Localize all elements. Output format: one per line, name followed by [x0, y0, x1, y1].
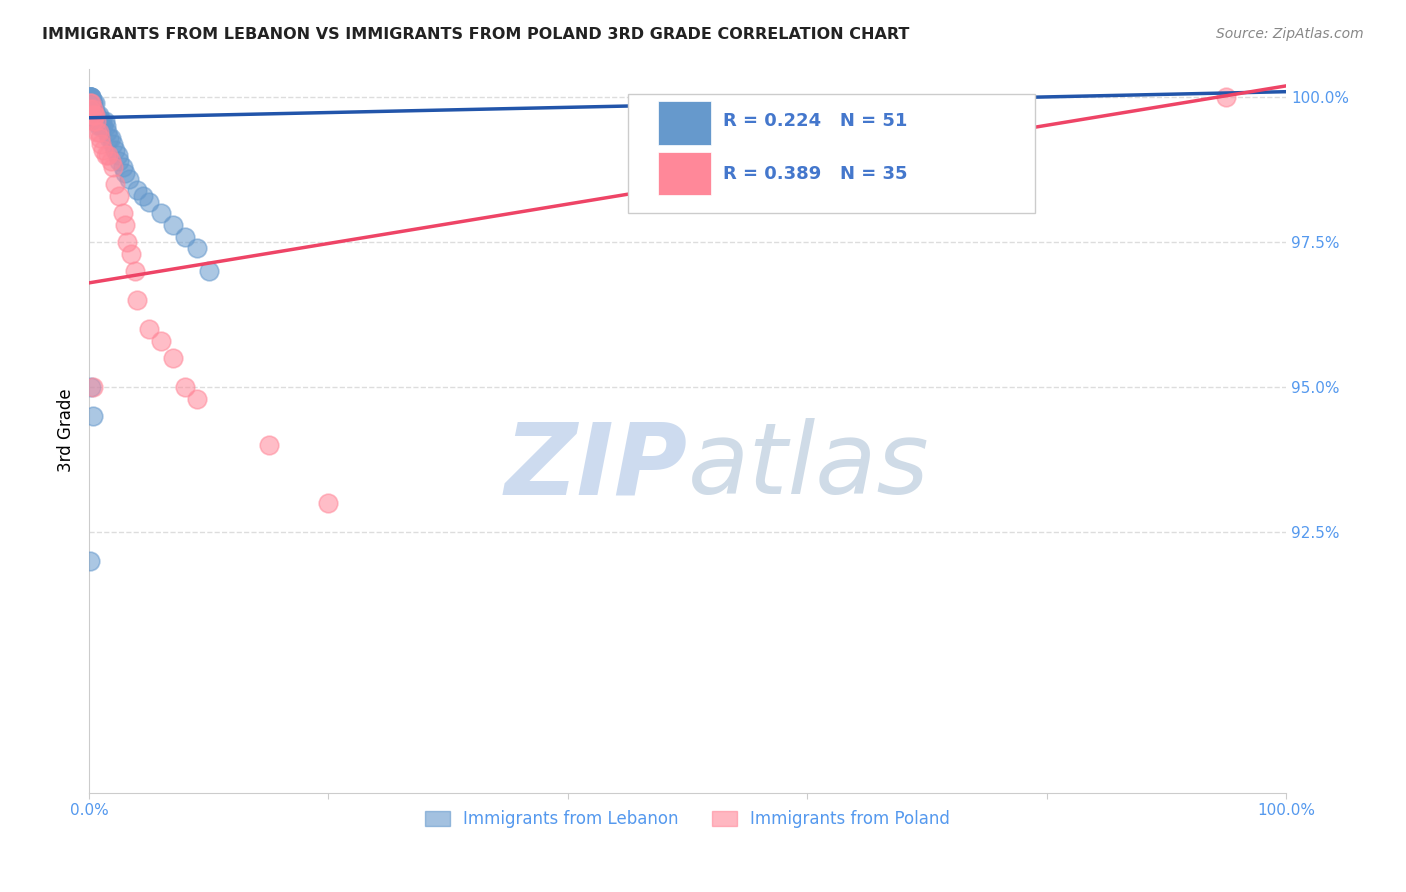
Immigrants from Poland [125, 293, 148, 308]
Immigrants from Poland [120, 247, 142, 261]
Immigrants from Poland [80, 108, 103, 122]
Immigrants from Poland [79, 96, 101, 111]
Text: R = 0.224   N = 51: R = 0.224 N = 51 [724, 112, 908, 129]
Immigrants from Lebanon [84, 108, 107, 122]
Immigrants from Lebanon [79, 90, 101, 104]
Immigrants from Poland [104, 178, 127, 192]
Immigrants from Lebanon [87, 108, 110, 122]
Immigrants from Poland [117, 235, 139, 250]
Immigrants from Poland [162, 351, 184, 366]
Text: R = 0.389   N = 35: R = 0.389 N = 35 [724, 164, 908, 183]
FancyBboxPatch shape [627, 94, 1035, 213]
Immigrants from Poland [173, 380, 195, 394]
Immigrants from Poland [79, 102, 101, 116]
Text: IMMIGRANTS FROM LEBANON VS IMMIGRANTS FROM POLAND 3RD GRADE CORRELATION CHART: IMMIGRANTS FROM LEBANON VS IMMIGRANTS FR… [42, 27, 910, 42]
Immigrants from Poland [111, 206, 134, 220]
Immigrants from Lebanon [173, 229, 195, 244]
Immigrants from Lebanon [86, 108, 108, 122]
Immigrants from Poland [90, 136, 112, 151]
Immigrants from Poland [84, 108, 107, 122]
Immigrants from Lebanon [79, 90, 101, 104]
Immigrants from Poland [82, 113, 104, 128]
Immigrants from Lebanon [84, 113, 107, 128]
Immigrants from Lebanon [79, 554, 101, 568]
Immigrants from Poland [114, 218, 136, 232]
Immigrants from Lebanon [82, 102, 104, 116]
Immigrants from Lebanon [83, 102, 105, 116]
Immigrants from Lebanon [91, 113, 114, 128]
Immigrants from Lebanon [80, 90, 103, 104]
Immigrants from Lebanon [111, 160, 134, 174]
Immigrants from Lebanon [82, 108, 104, 122]
Immigrants from Poland [87, 125, 110, 139]
Immigrants from Poland [93, 143, 115, 157]
Immigrants from Lebanon [79, 90, 101, 104]
Text: Source: ZipAtlas.com: Source: ZipAtlas.com [1216, 27, 1364, 41]
Immigrants from Lebanon [107, 148, 129, 162]
FancyBboxPatch shape [658, 152, 711, 195]
Immigrants from Poland [82, 380, 104, 394]
Immigrants from Poland [100, 154, 122, 169]
Immigrants from Poland [82, 102, 104, 116]
Immigrants from Poland [138, 322, 160, 336]
Immigrants from Lebanon [84, 108, 107, 122]
Immigrants from Poland [86, 125, 108, 139]
Immigrants from Lebanon [162, 218, 184, 232]
Immigrants from Lebanon [93, 113, 115, 128]
Immigrants from Lebanon [94, 120, 117, 134]
Immigrants from Lebanon [90, 120, 112, 134]
Immigrants from Lebanon [84, 113, 107, 128]
Immigrants from Lebanon [82, 409, 104, 423]
Immigrants from Lebanon [82, 96, 104, 111]
FancyBboxPatch shape [658, 101, 711, 145]
Immigrants from Lebanon [82, 96, 104, 111]
Immigrants from Lebanon [80, 96, 103, 111]
Immigrants from Lebanon [79, 90, 101, 104]
Immigrants from Poland [186, 392, 208, 406]
Immigrants from Lebanon [87, 120, 110, 134]
Immigrants from Poland [108, 189, 131, 203]
Immigrants from Lebanon [125, 183, 148, 197]
Immigrants from Lebanon [104, 143, 127, 157]
Immigrants from Lebanon [100, 131, 122, 145]
Immigrants from Lebanon [101, 136, 124, 151]
Immigrants from Lebanon [186, 241, 208, 255]
Immigrants from Lebanon [93, 120, 115, 134]
Immigrants from Lebanon [79, 96, 101, 111]
Immigrants from Lebanon [83, 108, 105, 122]
Immigrants from Lebanon [108, 154, 131, 169]
Immigrants from Lebanon [80, 380, 103, 394]
Immigrants from Lebanon [84, 96, 107, 111]
Immigrants from Lebanon [89, 113, 111, 128]
Immigrants from Lebanon [132, 189, 155, 203]
Immigrants from Lebanon [197, 264, 219, 278]
Immigrants from Lebanon [114, 166, 136, 180]
Immigrants from Poland [149, 334, 172, 348]
Immigrants from Poland [83, 108, 105, 122]
Text: ZIP: ZIP [505, 418, 688, 516]
Immigrants from Poland [1215, 90, 1237, 104]
Immigrants from Poland [318, 496, 340, 510]
Immigrants from Lebanon [117, 171, 139, 186]
Immigrants from Lebanon [138, 194, 160, 209]
Legend: Immigrants from Lebanon, Immigrants from Poland: Immigrants from Lebanon, Immigrants from… [418, 804, 957, 835]
Immigrants from Poland [257, 438, 280, 452]
Immigrants from Lebanon [98, 131, 121, 145]
Immigrants from Poland [97, 148, 120, 162]
Immigrants from Lebanon [96, 125, 118, 139]
Immigrants from Poland [94, 148, 117, 162]
Text: atlas: atlas [688, 418, 929, 516]
Immigrants from Poland [124, 264, 146, 278]
Immigrants from Lebanon [149, 206, 172, 220]
Immigrants from Poland [101, 160, 124, 174]
Immigrants from Poland [84, 113, 107, 128]
Immigrants from Poland [89, 131, 111, 145]
Immigrants from Lebanon [80, 90, 103, 104]
Immigrants from Lebanon [86, 113, 108, 128]
Immigrants from Poland [80, 96, 103, 111]
Y-axis label: 3rd Grade: 3rd Grade [58, 389, 75, 473]
Immigrants from Lebanon [80, 90, 103, 104]
